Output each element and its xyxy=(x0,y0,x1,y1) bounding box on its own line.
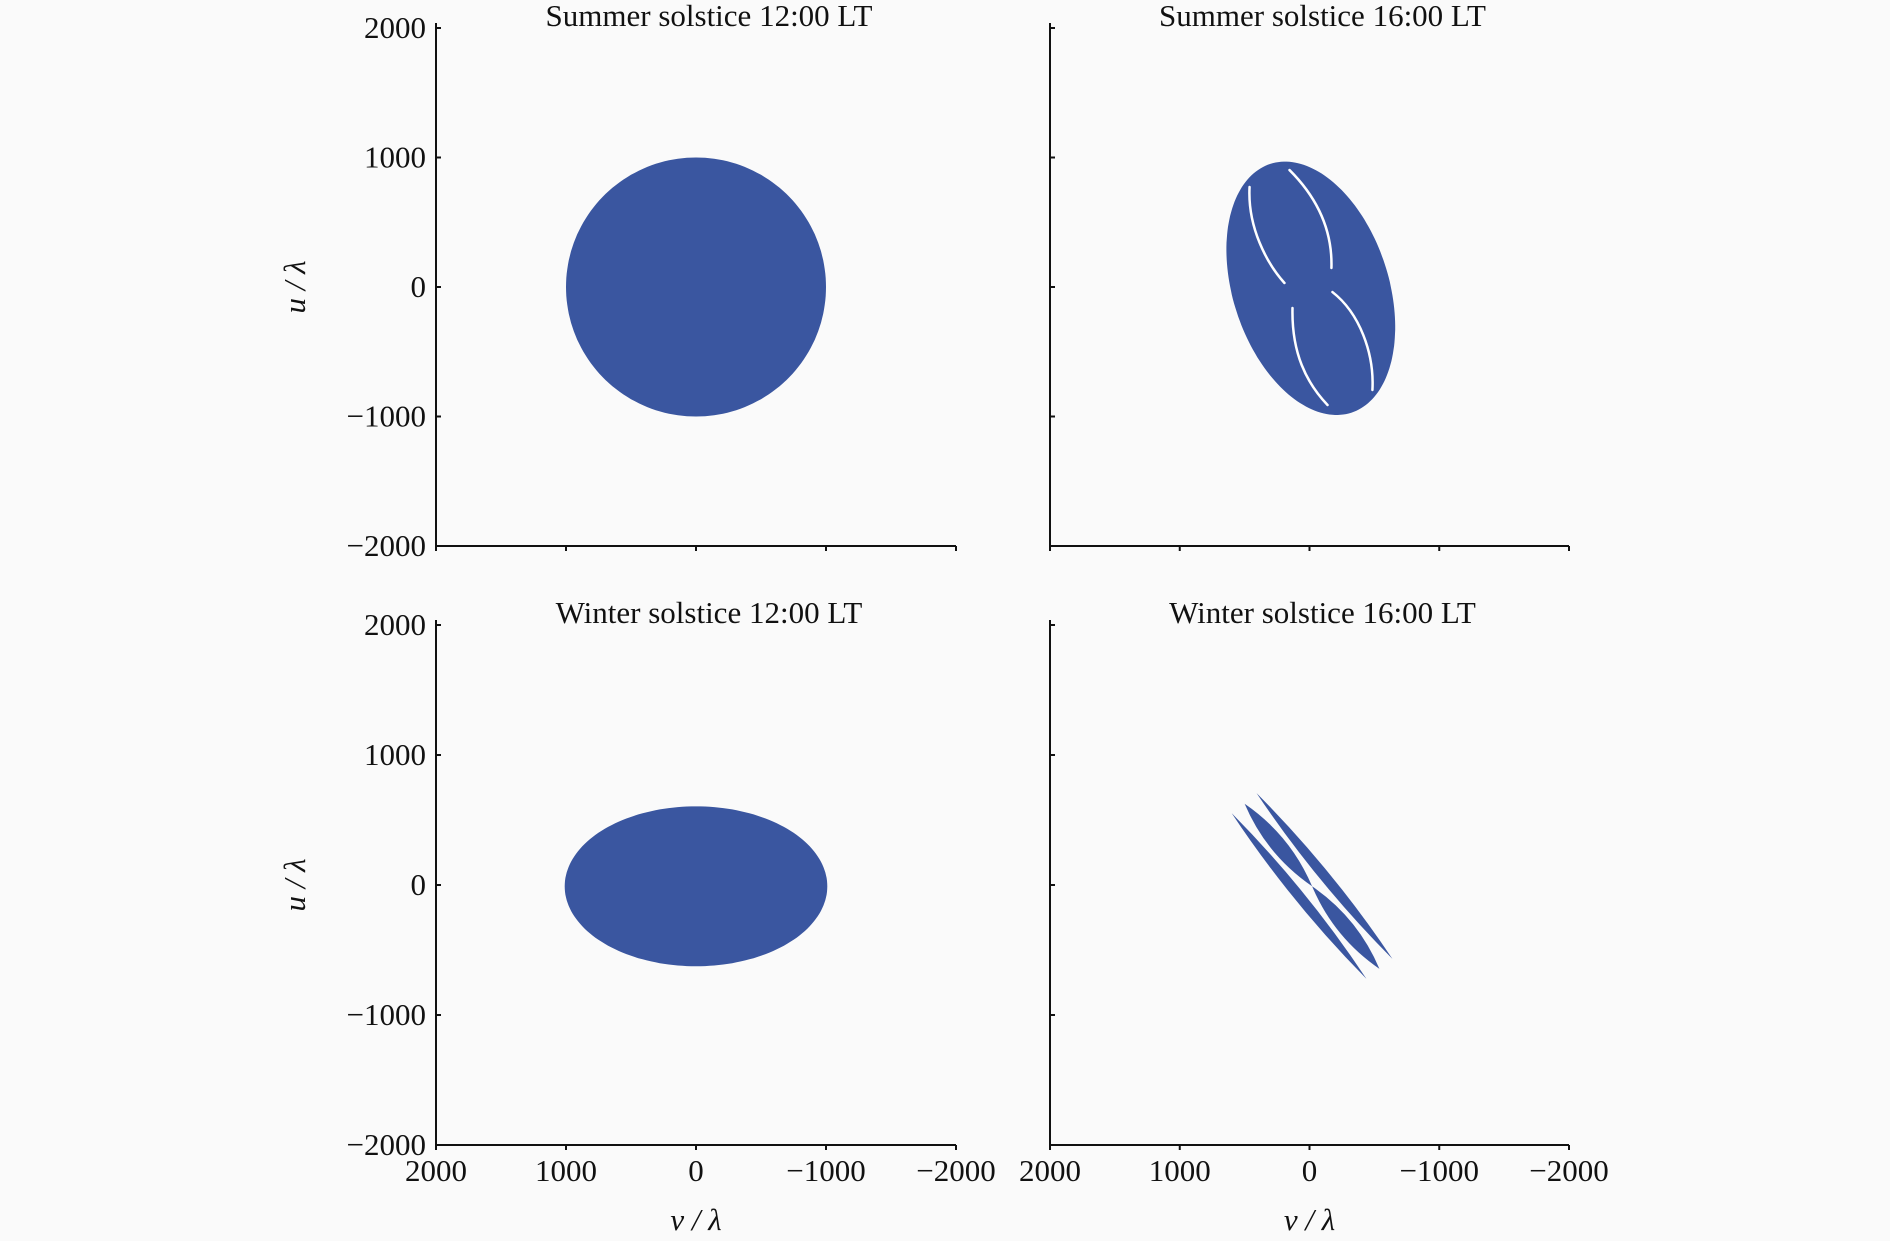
x-tick-label: 0 xyxy=(688,1153,704,1188)
x-tick-label: 0 xyxy=(1302,1153,1318,1188)
y-tick-label: −1000 xyxy=(347,997,426,1032)
coverage-gap-arc xyxy=(1248,185,1286,285)
y-tick-label: 2000 xyxy=(364,10,426,45)
x-tick-label: −1000 xyxy=(786,1153,865,1188)
panel-top-right: Summer solstice 16:00 LT xyxy=(1049,0,1570,551)
y-tick-label: −2000 xyxy=(347,528,426,563)
y-tick-label: 0 xyxy=(411,867,427,902)
y-tick-label: 2000 xyxy=(364,607,426,642)
x-tick-label: −1000 xyxy=(1400,1153,1479,1188)
panel-bottom-right: 2000 1000 0 −1000 −2000 Winter solstice 16:00… xyxy=(1019,595,1609,1237)
x-tick-label: 2000 xyxy=(1019,1153,1081,1188)
uv-coverage-region xyxy=(564,806,828,967)
x-tick-label: 2000 xyxy=(405,1153,467,1188)
x-tick-label: 1000 xyxy=(1149,1153,1211,1188)
x-tick-label: −2000 xyxy=(916,1153,995,1188)
x-tick-label: 1000 xyxy=(535,1153,597,1188)
y-tick-label: −2000 xyxy=(347,1127,426,1162)
uv-coverage-region xyxy=(566,157,826,417)
y-tick-label: 0 xyxy=(411,269,427,304)
panel-top-left: 2000 1000 0 −1000 −2000 Summer solstice 12:00… xyxy=(277,0,957,563)
y-tick-label: −1000 xyxy=(347,399,426,434)
uv-coverage-strip xyxy=(1312,886,1380,969)
x-tick-label: −2000 xyxy=(1529,1153,1608,1188)
coverage-gap-arc xyxy=(1291,306,1329,407)
coverage-gap-arc xyxy=(1331,290,1374,392)
panel-title: Winter solstice 12:00 LT xyxy=(556,595,863,630)
panel-title: Summer solstice 12:00 LT xyxy=(546,0,873,33)
uv-coverage-strip xyxy=(1256,793,1393,959)
y-axis-label: u / λ xyxy=(277,858,312,911)
uv-coverage-region xyxy=(1226,161,1396,415)
panel-title: Winter solstice 16:00 LT xyxy=(1169,595,1476,630)
x-axis-label: v / λ xyxy=(1284,1202,1335,1237)
uv-coverage-strip xyxy=(1244,803,1313,887)
panel-title: Summer solstice 16:00 LT xyxy=(1159,0,1486,33)
y-tick-label: 1000 xyxy=(364,140,426,175)
coverage-gap-arc xyxy=(1288,168,1333,270)
uv-coverage-strip xyxy=(1231,813,1367,979)
x-axis-label: v / λ xyxy=(670,1202,721,1237)
y-axis-label: u / λ xyxy=(277,260,312,313)
y-tick-label: 1000 xyxy=(364,737,426,772)
